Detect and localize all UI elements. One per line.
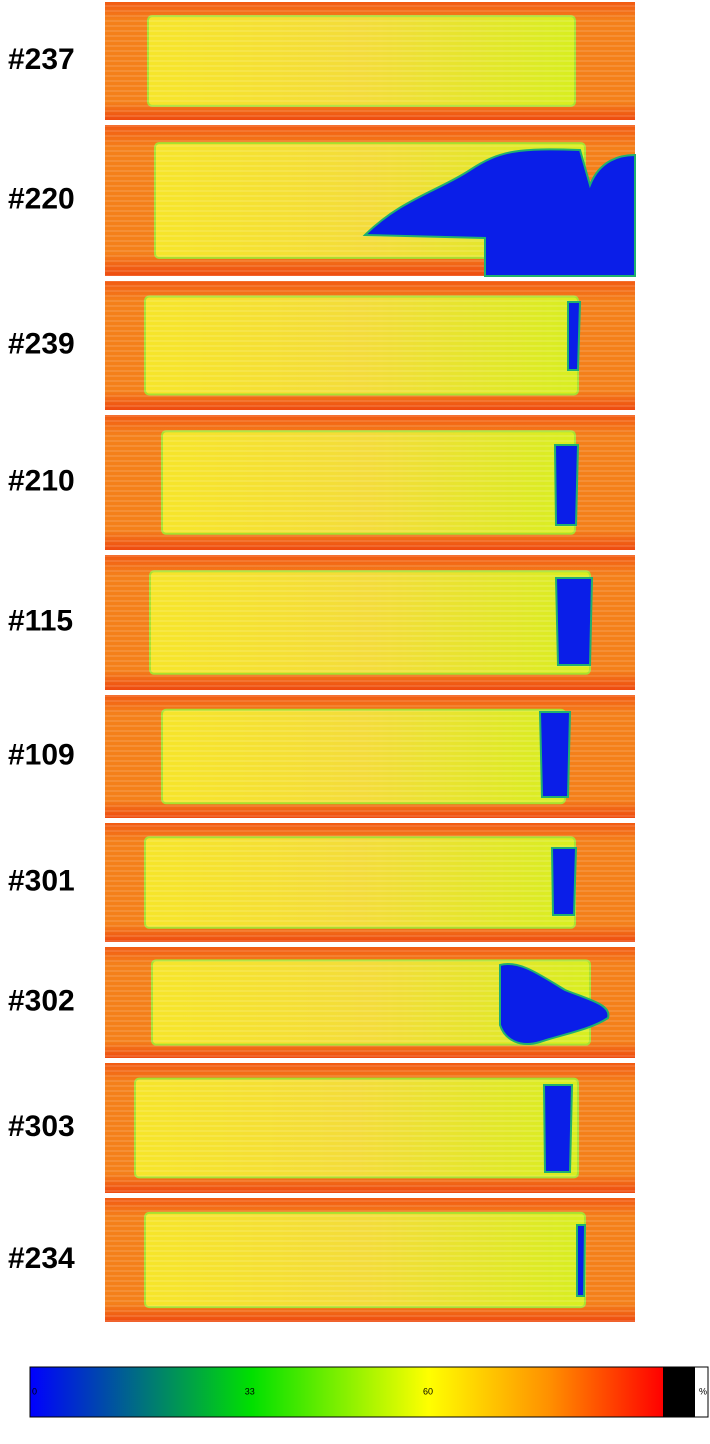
- panel-stripes: [105, 1198, 635, 1322]
- panel: #302: [8, 947, 635, 1058]
- colorbar: % 0 33 60 100: [30, 1367, 708, 1417]
- panel-blue-region: [568, 302, 580, 370]
- panel: #115: [8, 555, 635, 690]
- panel-label: #237: [8, 43, 75, 76]
- panel: #301: [8, 823, 635, 942]
- panel: #109: [8, 695, 635, 818]
- panel: #220: [8, 125, 635, 276]
- panel-blue-region: [556, 578, 592, 665]
- panel-label: #115: [8, 604, 73, 637]
- colorbar-tick-label: 33: [245, 1386, 255, 1396]
- panels: #237 #220 #239 #210 #115 #109 #301 #302 #303 #234: [8, 2, 635, 1322]
- colorbar-unit: %: [699, 1386, 707, 1396]
- panel-stripes: [105, 2, 635, 120]
- panel: #239: [8, 281, 635, 410]
- panel-label: #303: [8, 1110, 75, 1143]
- panel-label: #109: [8, 738, 75, 771]
- panel-blue-region: [544, 1085, 572, 1172]
- colorbar-tick-label: 60: [423, 1386, 433, 1396]
- panel-stripes: [105, 555, 635, 690]
- panel-blue-region: [552, 848, 576, 915]
- page: #237 #220 #239 #210 #115 #109 #301 #302 #303 #234…: [0, 0, 710, 1444]
- panel-label: #302: [8, 984, 75, 1017]
- panel-label: #210: [8, 464, 75, 497]
- panel-label: #234: [8, 1242, 75, 1275]
- colorbar-tick-label: 100: [677, 1386, 692, 1396]
- panel-label: #239: [8, 327, 75, 360]
- panel-label: #220: [8, 182, 75, 215]
- colorbar-gradient: [30, 1367, 663, 1417]
- panel-stripes: [105, 281, 635, 410]
- figure: #237 #220 #239 #210 #115 #109 #301 #302 #303 #234…: [0, 0, 710, 1444]
- panel: #234: [8, 1198, 635, 1322]
- colorbar-tick-label: 0: [32, 1386, 37, 1396]
- panel: #210: [8, 415, 635, 550]
- panel-blue-region: [540, 712, 570, 797]
- panel-label: #301: [8, 864, 75, 897]
- panel-blue-region: [555, 445, 578, 525]
- panel: #303: [8, 1063, 635, 1193]
- panel-blue-region: [577, 1225, 585, 1296]
- panel: #237: [8, 2, 635, 120]
